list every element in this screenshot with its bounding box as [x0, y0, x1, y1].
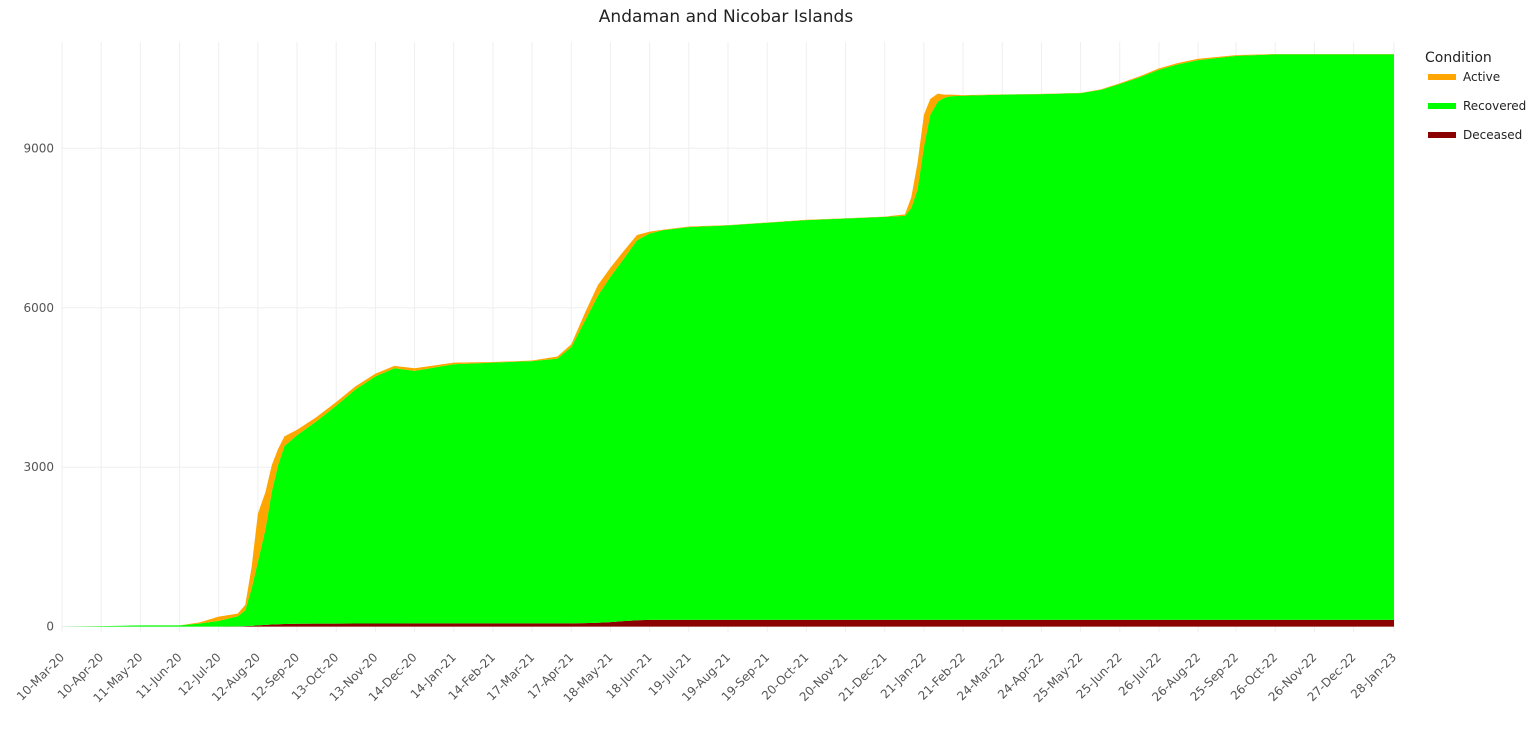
- y-tick-label: 0: [46, 620, 54, 634]
- legend-label-deceased: Deceased: [1463, 128, 1522, 142]
- stacked-areas: [62, 54, 1394, 627]
- y-tick-label: 6000: [23, 301, 54, 315]
- y-tick-label: 9000: [23, 141, 54, 155]
- legend-label-recovered: Recovered: [1463, 99, 1526, 113]
- y-axis-ticks: 0 3000 6000 9000: [23, 141, 54, 633]
- legend-label-active: Active: [1463, 70, 1500, 84]
- area-deceased: [62, 619, 1394, 627]
- x-axis-ticks: 10-Mar-2010-Apr-2011-May-2011-Jun-2012-J…: [14, 650, 1399, 705]
- area-recovered: [62, 54, 1394, 627]
- chart-title: Andaman and Nicobar Islands: [599, 7, 854, 27]
- y-tick-label: 3000: [23, 460, 54, 474]
- legend-title: Condition: [1425, 50, 1492, 66]
- legend: Condition Active Recovered Deceased: [1425, 50, 1526, 142]
